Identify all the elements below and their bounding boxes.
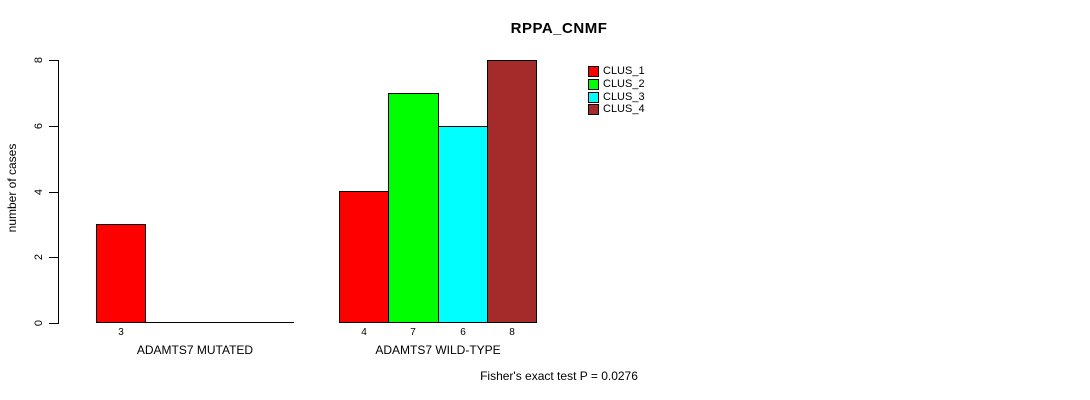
legend-label: CLUS_1 [603,64,645,77]
legend-swatch-icon [588,78,599,90]
legend-swatch-icon [588,65,599,77]
legend-label: CLUS_3 [603,90,645,103]
group-label-mutated: ADAMTS7 MUTATED [136,343,254,357]
bar-value-label: 7 [410,327,416,338]
y-tick-mark [49,60,58,61]
legend-item-clus_2: CLUS_2 [588,78,645,90]
bar-clus_1-group2 [339,191,389,323]
legend-item-clus_4: CLUS_4 [588,103,645,115]
bar-value-label: 4 [361,327,367,338]
y-tick-label: 6 [33,122,45,130]
y-tick-mark [49,257,58,258]
zero-bar-clus_4-group1 [244,322,294,323]
zero-bar-clus_3-group1 [195,322,245,323]
bar-value-label: 6 [460,327,466,338]
y-tick-mark [49,126,58,127]
bar-value-label: 8 [509,327,515,338]
chart-title: RPPA_CNMF [510,20,608,37]
y-axis-line [58,60,59,324]
legend-label: CLUS_2 [603,77,645,90]
y-tick-mark [49,323,58,324]
zero-bar-clus_2-group1 [145,322,196,323]
annotation-text: Fisher's exact test P = 0.0276 [480,369,638,383]
bar-clus_4-group2 [487,60,537,323]
y-tick-label: 8 [33,56,45,64]
bar-clus_2-group2 [388,93,439,323]
y-tick-mark [49,192,58,193]
y-tick-label: 2 [33,253,45,261]
legend-item-clus_3: CLUS_3 [588,91,645,103]
legend-item-clus_1: CLUS_1 [588,65,645,77]
group-label-wildtype: ADAMTS7 WILD-TYPE [375,343,501,357]
legend-swatch-icon [588,103,599,115]
bar-clus_1-group1 [96,224,146,323]
y-tick-label: 0 [33,319,45,327]
y-axis-label: number of cases [5,143,19,233]
legend-swatch-icon [588,91,599,103]
bar-clus_3-group2 [438,126,488,323]
bar-value-label: 3 [118,327,124,338]
y-tick-label: 4 [33,188,45,196]
legend-label: CLUS_4 [603,102,645,115]
